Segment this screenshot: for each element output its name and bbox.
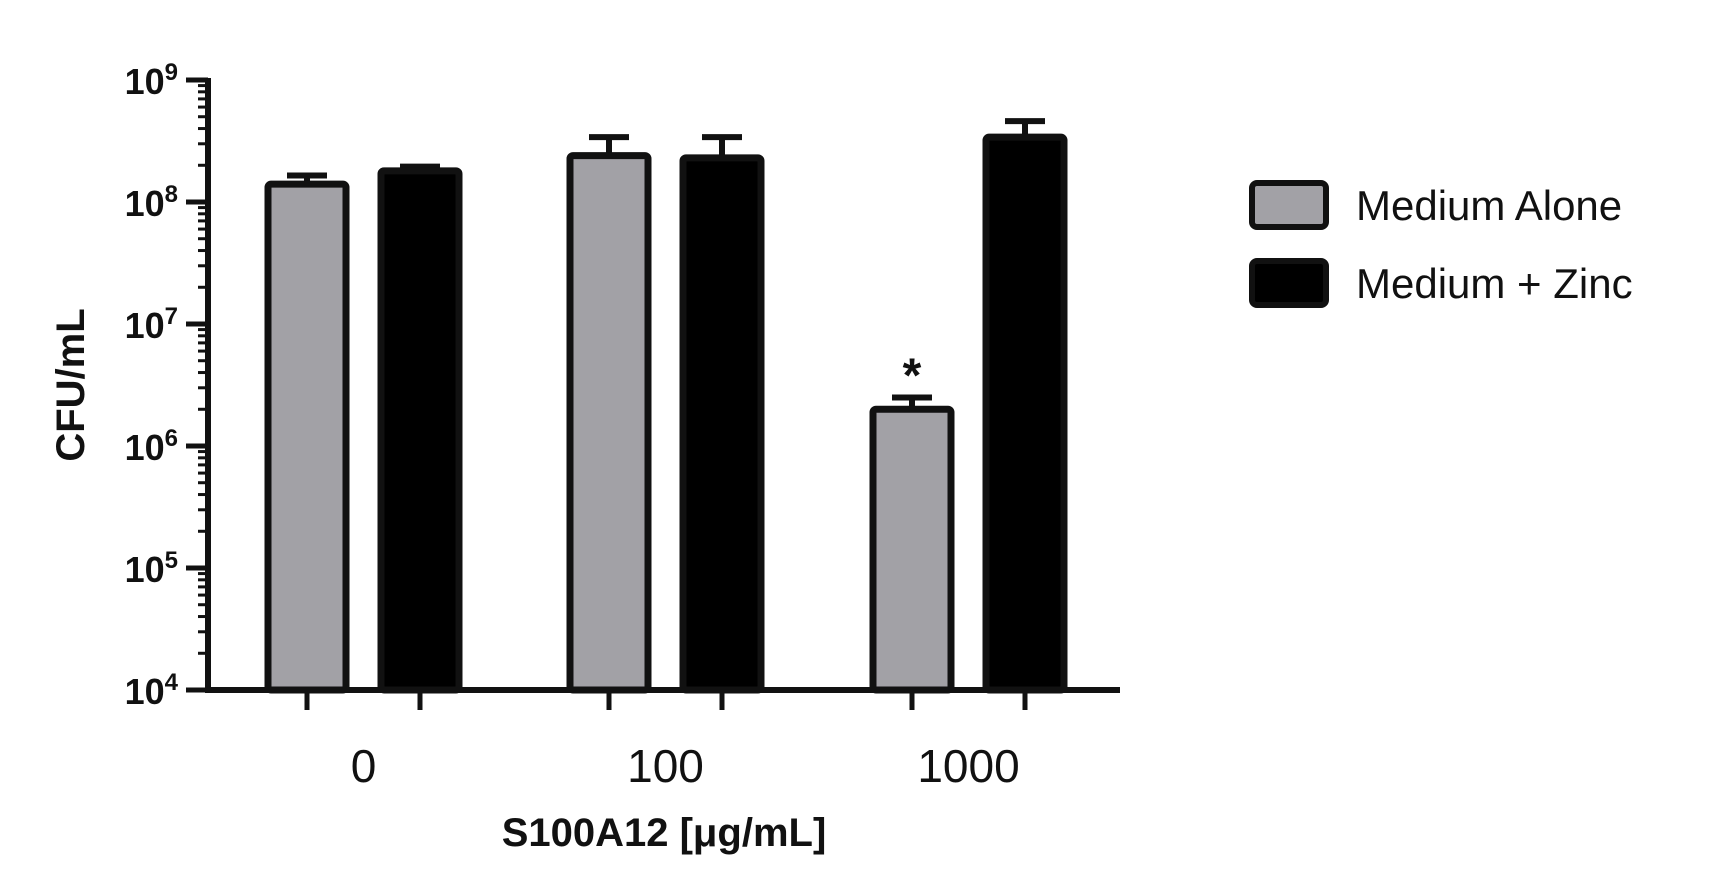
y-axis-title: CFU/mL — [49, 308, 93, 461]
y-tick-label: 108 — [125, 181, 178, 224]
x-axis-title: S100A12 [μg/mL] — [502, 811, 827, 855]
x-tick-label: 1000 — [917, 740, 1019, 792]
bar — [679, 154, 765, 694]
legend-swatch — [1249, 180, 1329, 230]
bar — [264, 180, 350, 694]
significance-marker: * — [903, 349, 922, 402]
legend-label: Medium + Zinc — [1356, 260, 1633, 307]
y-tick-label: 104 — [125, 669, 179, 712]
y-tick-label: 105 — [125, 547, 178, 590]
legend-swatch — [1249, 258, 1329, 308]
bar — [377, 167, 463, 694]
x-tick-label: 0 — [351, 740, 377, 792]
bar — [566, 152, 652, 694]
y-tick-label: 109 — [125, 59, 178, 102]
y-tick-label: 107 — [125, 303, 178, 346]
bar — [982, 133, 1068, 694]
legend-label: Medium Alone — [1356, 182, 1622, 229]
x-tick-label: 100 — [627, 740, 704, 792]
bar — [869, 405, 955, 694]
y-tick-label: 106 — [125, 425, 178, 468]
